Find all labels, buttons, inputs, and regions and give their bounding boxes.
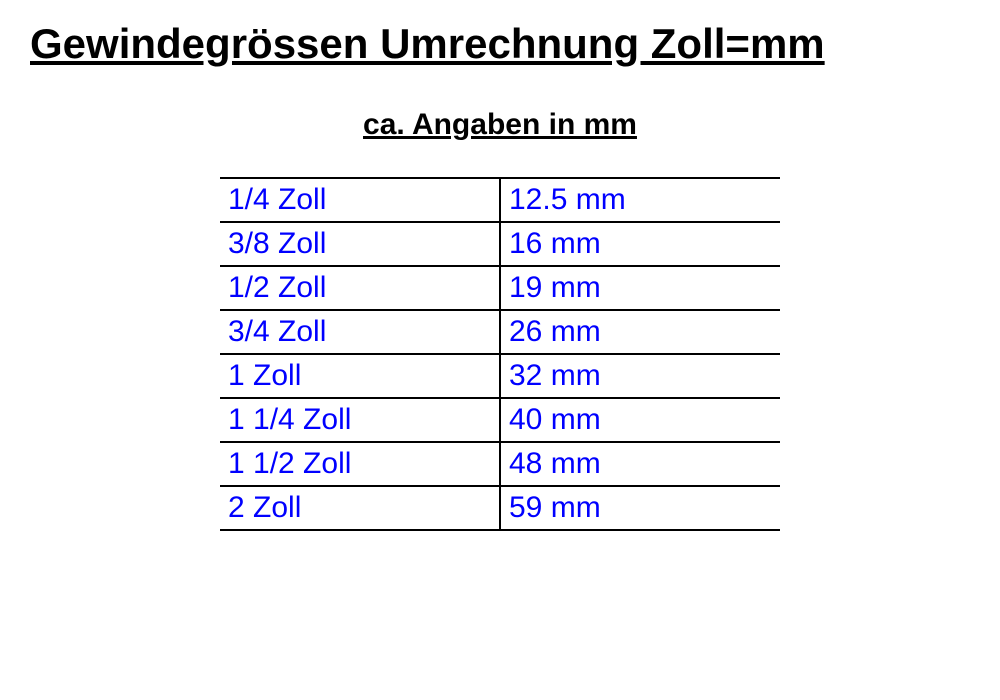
table-row: 3/8 Zoll 16 mm [220,222,780,266]
cell-mm: 12.5 mm [500,178,780,222]
table-row: 1 Zoll 32 mm [220,354,780,398]
cell-mm: 48 mm [500,442,780,486]
cell-mm: 32 mm [500,354,780,398]
cell-zoll: 1 1/2 Zoll [220,442,500,486]
table-row: 2 Zoll 59 mm [220,486,780,530]
table-row: 1/4 Zoll 12.5 mm [220,178,780,222]
table-row: 3/4 Zoll 26 mm [220,310,780,354]
conversion-table-container: 1/4 Zoll 12.5 mm 3/8 Zoll 16 mm 1/2 Zoll… [30,177,970,531]
cell-zoll: 3/8 Zoll [220,222,500,266]
cell-zoll: 1 Zoll [220,354,500,398]
cell-mm: 16 mm [500,222,780,266]
page-subtitle: ca. Angaben in mm [30,108,970,142]
table-row: 1/2 Zoll 19 mm [220,266,780,310]
cell-zoll: 1/4 Zoll [220,178,500,222]
cell-mm: 59 mm [500,486,780,530]
cell-zoll: 2 Zoll [220,486,500,530]
table-row: 1 1/2 Zoll 48 mm [220,442,780,486]
table-row: 1 1/4 Zoll 40 mm [220,398,780,442]
cell-zoll: 1/2 Zoll [220,266,500,310]
conversion-table: 1/4 Zoll 12.5 mm 3/8 Zoll 16 mm 1/2 Zoll… [220,177,780,531]
cell-mm: 26 mm [500,310,780,354]
cell-zoll: 3/4 Zoll [220,310,500,354]
cell-mm: 19 mm [500,266,780,310]
cell-zoll: 1 1/4 Zoll [220,398,500,442]
cell-mm: 40 mm [500,398,780,442]
page-title: Gewindegrössen Umrechnung Zoll=mm [30,20,970,68]
